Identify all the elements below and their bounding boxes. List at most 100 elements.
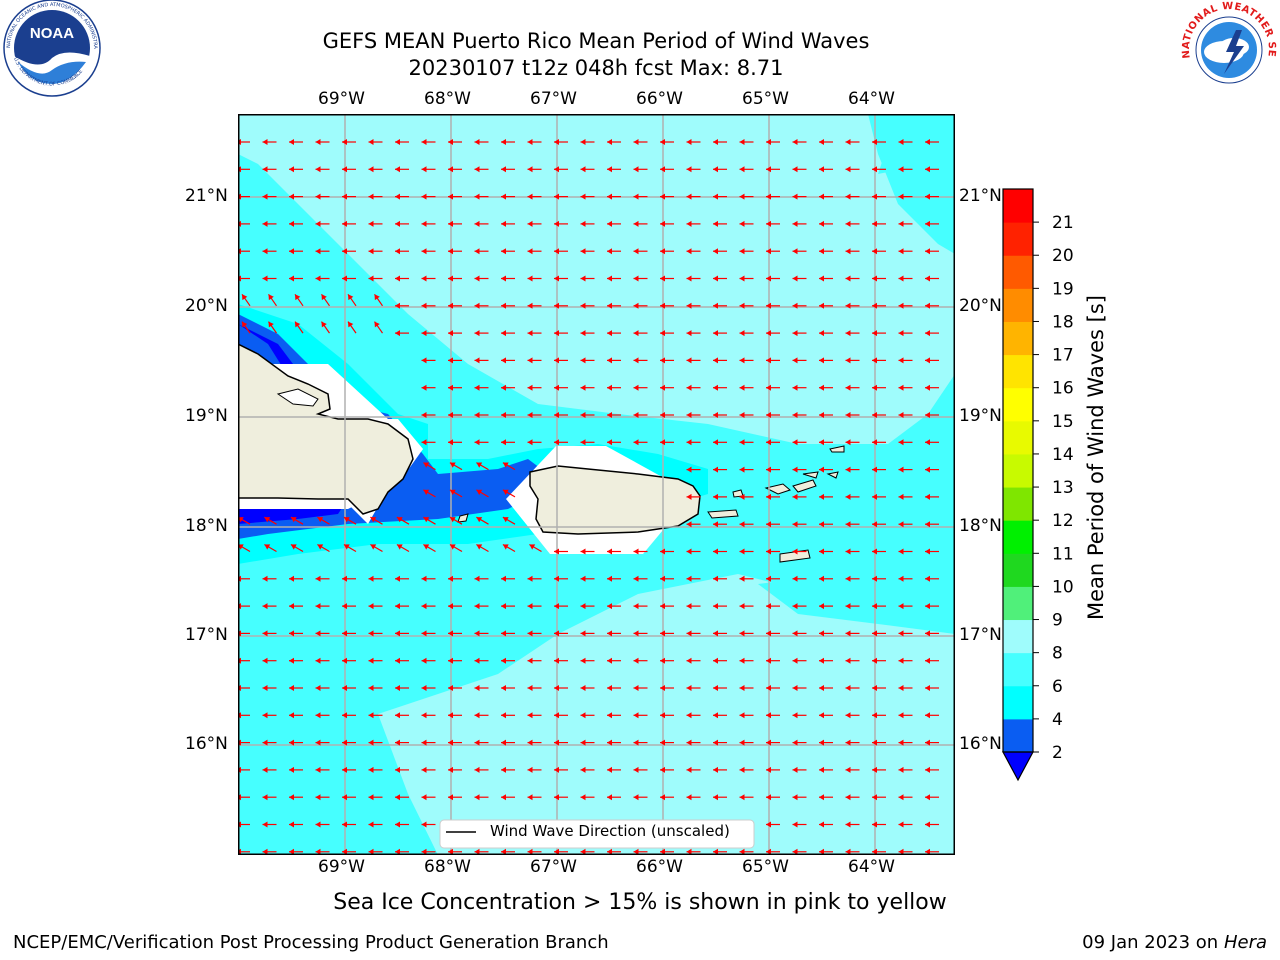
lat-tick-left-18: 18°N <box>185 516 228 536</box>
wind-wave-arrowhead <box>474 220 480 227</box>
wind-wave-arrowhead <box>580 630 586 637</box>
wind-wave-arrowhead <box>368 739 374 746</box>
wind-wave-arrowhead <box>264 517 271 523</box>
wind-wave-arrowhead <box>633 794 639 801</box>
wind-wave-arrowhead <box>527 193 533 200</box>
wind-wave-arrowhead <box>368 821 374 828</box>
nws-logo: NATIONAL WEATHER SERVICE <box>1178 0 1277 97</box>
wind-wave-arrowhead <box>845 193 851 200</box>
wind-wave-arrowhead <box>660 794 665 801</box>
wind-wave-arrowhead <box>925 330 930 337</box>
wind-wave-arrowhead <box>660 330 665 337</box>
wind-wave-arrowhead <box>368 248 374 255</box>
wind-wave-arrowhead <box>262 166 268 173</box>
wind-wave-arrowhead <box>580 657 586 664</box>
wind-wave-arrowhead <box>501 384 506 391</box>
wind-wave-arrowhead <box>819 712 824 719</box>
wind-wave-arrowhead <box>315 630 321 637</box>
wind-wave-arrowhead <box>448 275 453 282</box>
wind-wave-arrowhead <box>527 357 533 364</box>
wind-wave-arrowhead <box>739 766 745 773</box>
wind-wave-arrowhead <box>792 848 798 855</box>
wind-wave-arrowhead <box>792 575 798 582</box>
wind-wave-arrowhead <box>421 712 427 719</box>
map-title: GEFS MEAN Puerto Rico Mean Period of Win… <box>322 29 870 53</box>
wind-wave-arrowhead <box>898 166 904 173</box>
wind-wave-arrowhead <box>713 548 718 555</box>
wind-wave-arrowhead <box>262 739 268 746</box>
colorbar-tick-label: 10 <box>1052 577 1074 597</box>
wind-wave-arrowhead <box>766 466 771 473</box>
wind-wave-arrowhead <box>423 544 430 550</box>
wind-wave-arrowhead <box>686 412 692 418</box>
wind-wave-arrowhead <box>262 248 268 255</box>
wind-wave-arrowhead <box>342 712 347 719</box>
wind-wave-arrowhead <box>448 712 453 719</box>
wind-wave-arrowhead <box>872 493 877 500</box>
wind-wave-arrowhead <box>925 466 930 473</box>
footer-date: 09 Jan 2023 on <box>1082 932 1224 953</box>
wind-wave-arrowhead <box>580 166 586 173</box>
wind-wave-arrowhead <box>925 139 930 145</box>
wind-wave-arrowhead <box>529 544 536 550</box>
sea-ice-caption: Sea Ice Concentration > 15% is shown in … <box>333 890 947 915</box>
wind-wave-arrowhead <box>713 439 718 446</box>
wind-wave-arrowhead <box>739 139 745 145</box>
wind-wave-arrowhead <box>845 848 851 855</box>
wind-wave-arrowhead <box>925 603 930 610</box>
lon-tick-top-66: 66°W <box>636 89 683 109</box>
wind-wave-arrowhead <box>448 439 453 446</box>
wind-wave-arrowhead <box>289 848 294 855</box>
wind-wave-arrowhead <box>474 630 480 637</box>
wind-wave-arrowhead <box>819 848 824 855</box>
wind-wave-arrowhead <box>898 139 904 145</box>
wind-wave-arrowhead <box>766 712 771 719</box>
wind-wave-arrowhead <box>686 630 692 637</box>
colorbar-tick-label: 18 <box>1052 312 1074 332</box>
wind-wave-arrowhead <box>845 139 851 145</box>
wind-wave-arrowhead <box>607 193 612 200</box>
wind-wave-arrowhead <box>315 193 321 200</box>
wind-wave-arrowhead <box>872 848 877 855</box>
wind-wave-arrowhead <box>474 848 480 855</box>
wind-wave-arrowhead <box>262 848 268 855</box>
wind-wave-arrowhead <box>370 517 377 523</box>
wind-wave-arrowhead <box>342 193 347 200</box>
wind-wave-arrowhead <box>554 657 559 664</box>
wind-wave-arrowhead <box>792 493 798 500</box>
lon-tick-bottom-67: 67°W <box>530 857 577 877</box>
wind-wave-arrowhead <box>501 139 506 145</box>
wind-wave-arrowhead <box>739 493 745 500</box>
wind-wave-arrowhead <box>713 575 718 582</box>
wind-wave-arrowhead <box>268 321 274 328</box>
wind-wave-arrowhead <box>898 657 904 664</box>
wind-wave-arrowhead <box>792 794 798 801</box>
wind-wave-arrowhead <box>607 357 612 364</box>
wind-wave-arrowhead <box>580 766 586 773</box>
wind-wave-arrowhead <box>713 493 718 500</box>
wind-wave-arrowhead <box>290 544 297 550</box>
wind-wave-arrowhead <box>766 193 771 200</box>
wind-wave-arrowhead <box>898 521 904 528</box>
wind-wave-arrowhead <box>872 739 877 746</box>
wind-wave-arrowhead <box>713 685 718 691</box>
wind-wave-arrowhead <box>819 384 824 391</box>
wind-wave-arrowhead <box>315 821 321 828</box>
wind-wave-arrowhead <box>448 630 453 637</box>
wind-wave-arrowhead <box>368 220 374 227</box>
wind-wave-arrowhead <box>580 275 586 282</box>
wind-wave-arrowhead <box>739 220 745 227</box>
wind-wave-arrowhead <box>315 248 321 255</box>
wind-wave-arrowhead <box>474 275 480 282</box>
wind-wave-arrowhead <box>342 166 347 173</box>
lon-tick-bottom-64: 64°W <box>848 857 895 877</box>
wind-wave-arrowhead <box>607 412 612 418</box>
wind-wave-arrowhead <box>448 603 453 610</box>
wind-wave-arrowhead <box>554 794 559 801</box>
wind-wave-arrowhead <box>315 139 321 145</box>
wind-wave-arrowhead <box>554 302 559 309</box>
wind-wave-arrowhead <box>925 220 930 227</box>
wind-wave-arrowhead <box>580 603 586 610</box>
wind-wave-arrowhead <box>421 275 427 282</box>
colorbar-segment <box>1003 189 1033 223</box>
